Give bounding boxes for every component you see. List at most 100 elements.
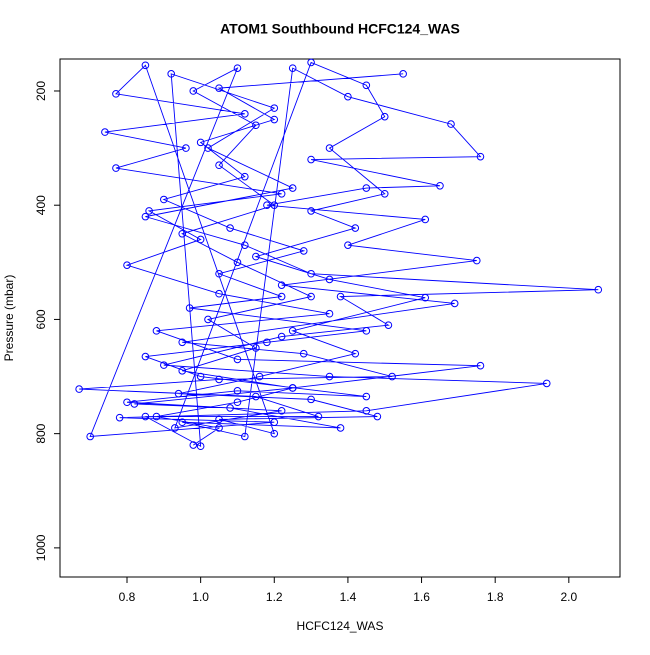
data-point — [182, 144, 190, 152]
data-point — [130, 400, 139, 408]
data-point — [299, 247, 308, 255]
x-tick-label: 2.0 — [560, 590, 577, 604]
data-point — [141, 212, 150, 221]
data-point — [167, 70, 175, 78]
y-tick-label: 800 — [34, 423, 48, 443]
data-point — [215, 84, 223, 92]
data-point — [115, 413, 124, 422]
data-point — [141, 61, 150, 70]
data-point — [270, 115, 279, 124]
data-point — [233, 258, 242, 267]
data-point — [447, 120, 455, 128]
data-point — [204, 144, 212, 152]
data-point — [252, 252, 260, 261]
data-point — [112, 164, 120, 172]
data-point — [288, 327, 297, 335]
data-point — [307, 58, 315, 67]
data-point — [196, 138, 205, 147]
data-point — [373, 412, 382, 421]
data-point — [178, 418, 187, 427]
data-point — [362, 184, 371, 192]
data-point — [388, 372, 396, 381]
data-point — [226, 404, 234, 412]
x-tick-label: 1.0 — [192, 590, 209, 604]
data-point — [233, 355, 242, 364]
data-point — [384, 321, 393, 329]
data-point — [288, 64, 297, 72]
data-point — [399, 70, 407, 78]
data-point — [215, 289, 223, 298]
data-point — [160, 361, 168, 369]
y-tick-label: 400 — [34, 195, 48, 215]
data-point — [101, 128, 109, 136]
data-point — [123, 398, 131, 407]
data-point — [252, 392, 260, 401]
data-point — [86, 432, 94, 441]
data-point — [472, 256, 481, 265]
data-point — [255, 372, 264, 381]
data-point — [476, 361, 485, 370]
data-point — [196, 442, 205, 451]
data-point — [145, 207, 153, 215]
data-point — [325, 275, 334, 284]
data-point — [307, 395, 315, 404]
data-point — [270, 104, 279, 112]
data-point — [215, 415, 223, 424]
data-point — [233, 387, 242, 395]
data-point — [307, 207, 315, 215]
data-point — [351, 349, 360, 358]
y-tick-label: 600 — [34, 309, 48, 329]
x-tick-label: 0.8 — [119, 590, 136, 604]
data-point — [141, 352, 150, 361]
data-point — [263, 201, 271, 210]
data-point — [325, 372, 334, 381]
data-point — [112, 90, 120, 98]
data-point — [380, 112, 389, 121]
x-axis-label: HCFC124_WAS — [297, 619, 384, 633]
data-point — [270, 418, 279, 427]
data-point — [362, 81, 371, 90]
data-point — [314, 412, 323, 421]
data-point — [277, 281, 286, 289]
data-point — [380, 189, 389, 198]
x-tick-label: 1.4 — [340, 590, 357, 604]
data-point — [436, 181, 444, 190]
data-point — [215, 424, 223, 432]
y-tick-label: 200 — [34, 81, 48, 101]
data-point — [252, 121, 260, 130]
data-point — [233, 398, 242, 407]
data-point — [270, 429, 279, 438]
data-point — [226, 224, 234, 232]
data-point — [476, 152, 485, 161]
data-point — [450, 299, 459, 308]
data-point — [362, 392, 371, 401]
data-point — [325, 309, 334, 318]
data-point — [542, 379, 551, 388]
data-point — [141, 412, 150, 421]
data-point — [189, 441, 198, 449]
data-point — [252, 344, 260, 352]
data-point — [344, 241, 352, 249]
data-point — [174, 389, 183, 398]
data-point — [288, 184, 297, 192]
data-point — [299, 349, 308, 358]
data-point — [362, 327, 371, 335]
data-point — [277, 189, 286, 198]
data-point — [421, 293, 430, 302]
data-point — [196, 372, 205, 381]
data-point — [307, 292, 315, 301]
data-point — [233, 64, 242, 72]
data-point — [178, 367, 187, 375]
plot-frame — [59, 58, 621, 578]
data-point — [204, 315, 212, 324]
data-point — [152, 412, 161, 421]
data-point — [362, 407, 371, 415]
y-tick-label: 1000 — [34, 534, 48, 561]
data-point — [185, 304, 194, 312]
data-point — [277, 407, 286, 415]
data-point — [241, 241, 249, 249]
data-point — [178, 338, 187, 347]
data-point — [277, 292, 286, 301]
